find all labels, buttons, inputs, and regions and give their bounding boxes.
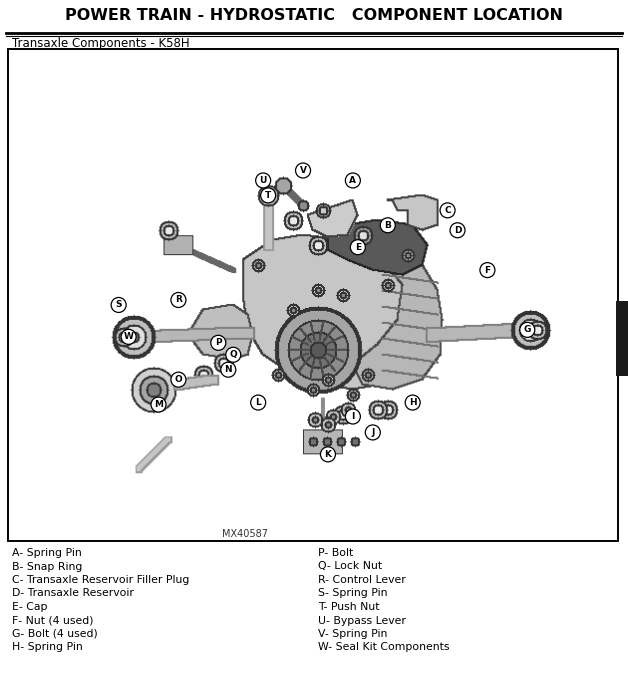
- Text: F: F: [484, 266, 490, 274]
- Text: O: O: [175, 375, 182, 384]
- Text: Transaxle Components - K58H: Transaxle Components - K58H: [12, 37, 190, 49]
- Circle shape: [320, 447, 335, 462]
- Text: A- Spring Pin: A- Spring Pin: [12, 548, 82, 558]
- Text: C: C: [444, 206, 451, 215]
- Text: H: H: [409, 398, 416, 407]
- Text: R- Control Lever: R- Control Lever: [318, 575, 406, 585]
- Text: M: M: [154, 400, 163, 409]
- Text: U: U: [259, 176, 267, 185]
- Circle shape: [171, 293, 186, 308]
- Circle shape: [405, 395, 420, 410]
- Text: P- Bolt: P- Bolt: [318, 548, 353, 558]
- Bar: [616, 301, 628, 376]
- Text: S- Spring Pin: S- Spring Pin: [318, 589, 387, 598]
- Text: V- Spring Pin: V- Spring Pin: [318, 629, 387, 639]
- Text: P: P: [215, 338, 222, 347]
- Text: H- Spring Pin: H- Spring Pin: [12, 642, 83, 652]
- Text: Q- Lock Nut: Q- Lock Nut: [318, 562, 382, 571]
- Text: R: R: [175, 295, 182, 304]
- Circle shape: [345, 409, 360, 424]
- Circle shape: [480, 262, 495, 278]
- Text: D: D: [454, 226, 462, 235]
- Circle shape: [381, 218, 395, 233]
- Circle shape: [440, 203, 455, 218]
- Circle shape: [151, 397, 166, 412]
- Text: D- Transaxle Reservoir: D- Transaxle Reservoir: [12, 589, 134, 598]
- Text: L: L: [256, 398, 261, 407]
- Bar: [8, 49, 618, 541]
- Text: W: W: [124, 333, 134, 341]
- Text: U- Bypass Lever: U- Bypass Lever: [318, 616, 406, 625]
- Text: N: N: [224, 365, 232, 375]
- Text: POWER TRAIN - HYDROSTATIC   COMPONENT LOCATION: POWER TRAIN - HYDROSTATIC COMPONENT LOCA…: [65, 9, 563, 24]
- Text: J: J: [371, 428, 374, 437]
- Text: K: K: [325, 450, 332, 459]
- Circle shape: [450, 223, 465, 238]
- Text: E- Cap: E- Cap: [12, 602, 48, 612]
- Circle shape: [261, 188, 276, 203]
- Circle shape: [171, 372, 186, 387]
- Circle shape: [520, 322, 535, 337]
- Text: G: G: [524, 325, 531, 335]
- Text: E: E: [355, 243, 361, 251]
- Circle shape: [296, 163, 310, 178]
- Text: T: T: [265, 191, 271, 200]
- Text: V: V: [300, 166, 306, 175]
- Circle shape: [111, 297, 126, 312]
- Circle shape: [251, 395, 266, 410]
- Text: I: I: [351, 412, 355, 421]
- Text: B- Snap Ring: B- Snap Ring: [12, 562, 82, 571]
- Circle shape: [256, 173, 271, 188]
- Text: C- Transaxle Reservoir Filler Plug: C- Transaxle Reservoir Filler Plug: [12, 575, 190, 585]
- Text: Q: Q: [229, 350, 237, 359]
- Bar: [8, 49, 618, 541]
- Text: S: S: [116, 300, 122, 310]
- Circle shape: [221, 362, 236, 377]
- Circle shape: [225, 347, 241, 362]
- Text: MX40587: MX40587: [222, 529, 268, 539]
- Circle shape: [211, 335, 226, 350]
- Text: G- Bolt (4 used): G- Bolt (4 used): [12, 629, 98, 639]
- Circle shape: [365, 425, 381, 440]
- Text: W- Seal Kit Components: W- Seal Kit Components: [318, 642, 450, 652]
- Text: T- Push Nut: T- Push Nut: [318, 602, 379, 612]
- Circle shape: [345, 173, 360, 188]
- Circle shape: [350, 240, 365, 255]
- Text: F- Nut (4 used): F- Nut (4 used): [12, 616, 94, 625]
- Text: B: B: [384, 221, 391, 230]
- Text: A: A: [349, 176, 356, 185]
- Circle shape: [121, 329, 136, 344]
